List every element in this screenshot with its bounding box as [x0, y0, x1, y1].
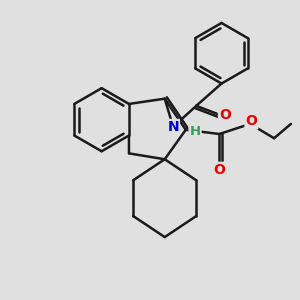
Text: O: O	[214, 163, 225, 177]
Text: O: O	[219, 108, 231, 122]
Text: N: N	[167, 120, 179, 134]
Text: O: O	[245, 114, 257, 128]
Text: H: H	[189, 125, 201, 138]
